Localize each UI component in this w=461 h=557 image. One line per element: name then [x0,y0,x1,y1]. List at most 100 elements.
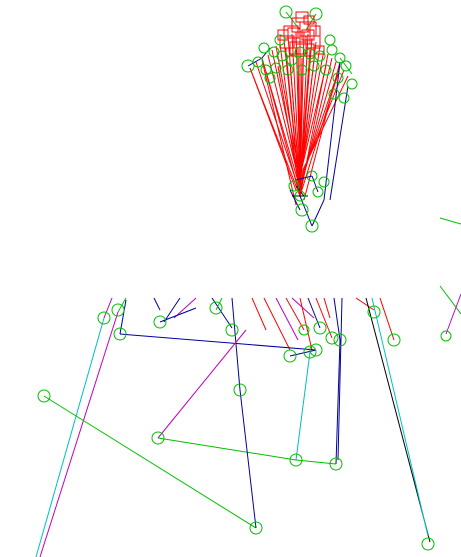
bottom-graph [35,297,435,557]
cluster-node [320,64,332,76]
cluster-node [332,72,344,84]
graph-edge [337,297,343,461]
graph-node [283,349,297,363]
graph-node [111,303,125,317]
cluster-edge [339,57,353,75]
graph-node [387,333,401,347]
fan-edge [299,49,311,185]
fan-edge [289,61,301,189]
cluster-node [258,42,270,54]
graph-edge [323,297,331,319]
graph-edge [315,297,333,339]
graph-edge [335,339,341,465]
graph-edge [263,297,291,351]
graph-edge [275,297,299,341]
cluster-node [334,52,346,64]
cluster-node [295,203,309,217]
top-cluster-nodes [241,5,452,342]
fan-edge [299,49,325,177]
fan-edge [299,59,315,181]
cluster-node [306,170,318,182]
cluster-node [274,34,286,46]
fan-edge [299,65,327,177]
top-cluster [241,5,461,342]
graph-edge [295,351,311,461]
cluster-box [285,47,297,57]
edge-fragment [439,217,461,225]
graph-edge [163,297,181,323]
graph-node [289,453,303,467]
graph-node [333,333,347,347]
graph-edge [39,311,119,557]
cluster-edge [295,175,313,181]
cluster-node [324,34,336,46]
bottom-graph-nodes [37,301,435,551]
fan-edge [299,57,303,185]
graph-edge [211,297,233,329]
top-cluster-boxes [277,11,325,57]
graph-node [37,389,51,403]
graph-node [233,383,247,397]
cluster-node [309,7,323,21]
fan-edge [261,59,297,206]
cluster-node [241,59,255,73]
graph-edge [371,297,429,537]
graph-edge [379,297,395,341]
cluster-node [286,54,298,66]
graph-node [113,327,127,341]
graph-node [225,323,239,337]
graph-node [325,331,339,345]
cluster-node [328,88,340,100]
graph-edge [307,297,321,329]
graph-edge [35,317,105,557]
cluster-edge [311,199,325,227]
graph-edge [239,389,257,529]
cluster-edge [329,85,349,201]
cluster-node [282,64,294,76]
graph-edge [291,297,315,319]
cluster-edge [247,57,263,67]
cluster-box [301,29,315,41]
cluster-edge [323,61,341,201]
fan-edge [277,65,301,193]
cluster-node [305,219,319,233]
bottom-graph-edges [35,297,431,557]
fan-edge [249,67,297,191]
cluster-node [288,180,300,192]
cluster-node [252,56,264,68]
cluster-box [295,11,309,23]
cluster-edge [311,175,319,193]
fan-edge [265,71,301,197]
graph-node [303,345,317,359]
graph-edge [295,459,337,465]
graph-edge [119,333,317,351]
cluster-node [279,5,293,19]
cluster-node [346,78,358,90]
fan-edge [297,47,301,189]
graph-node [151,431,165,445]
graph-node [313,321,327,335]
graph-node [309,343,323,357]
graph-node [209,301,223,315]
cluster-node [308,60,320,72]
cluster-node [312,186,324,198]
graph-edge [157,329,247,439]
graph-node [367,305,381,319]
graph-edge [157,437,297,461]
fan-edge [291,33,301,185]
cluster-node [276,50,288,62]
graph-node [153,315,167,329]
graph-node [329,457,343,471]
graph-node [421,537,435,551]
graph-edge [231,297,241,391]
graph-edge [103,297,113,319]
edge-fragment [445,293,461,335]
graph-edge [153,297,161,311]
graph-edge [251,297,267,331]
fan-edge [299,75,349,177]
graph-edge [299,297,313,351]
cluster-node [340,60,352,72]
cluster-node [296,64,308,76]
